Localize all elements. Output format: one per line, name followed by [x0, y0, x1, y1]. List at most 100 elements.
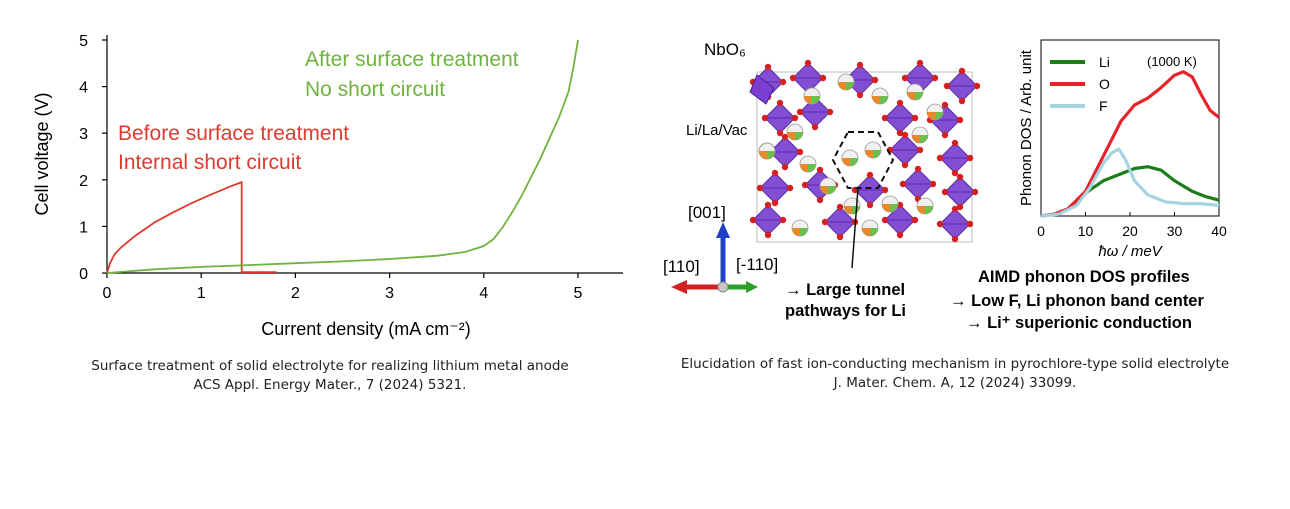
- oxygen-atom: [901, 161, 909, 169]
- oxygen-atom: [931, 74, 939, 82]
- x-tick-label: 5: [574, 285, 583, 302]
- li-la-vac-label: Li/La/Vac: [686, 122, 748, 139]
- li-occupancy-sector: [935, 112, 943, 120]
- x-tick-label: 2: [291, 285, 300, 302]
- oxygen-atom: [901, 74, 909, 82]
- legend-label-o: O: [1099, 76, 1110, 92]
- x-tick-label: 0: [103, 285, 112, 302]
- aimd-label-line2: → Low F, Li phonon band center: [950, 292, 1204, 310]
- oxygen-atom: [821, 218, 829, 226]
- oxygen-atom: [958, 97, 966, 105]
- la-occupancy-sector: [927, 112, 935, 120]
- li-occupancy-sector: [828, 186, 836, 194]
- after-treatment-series: [106, 39, 579, 274]
- after-treatment-annotation: After surface treatment: [305, 48, 519, 71]
- oxygen-atom: [956, 173, 964, 181]
- oxygen-atom: [966, 154, 974, 162]
- la-occupancy-sector: [787, 132, 795, 140]
- la-occupancy-sector: [882, 204, 890, 212]
- oxygen-atom: [911, 114, 919, 122]
- oxygen-atom: [756, 184, 764, 192]
- oxygen-atom: [791, 114, 799, 122]
- oxygen-atom: [951, 235, 959, 243]
- oxygen-atom: [958, 67, 966, 75]
- right-caption-title: Elucidation of fast ion-conducting mecha…: [680, 356, 1230, 372]
- li-occupancy-sector: [915, 92, 923, 100]
- oxygen-atom: [881, 216, 889, 224]
- x-tick-label: 20: [1122, 223, 1138, 239]
- x-axis-label: Current density (mA cm⁻²): [261, 319, 471, 339]
- oxygen-atom: [943, 82, 951, 90]
- oxygen-atom: [941, 188, 949, 196]
- y-tick-label: 3: [79, 126, 88, 143]
- oxygen-atom: [896, 201, 904, 209]
- oxygen-atom: [956, 116, 964, 124]
- oxygen-atom: [764, 201, 772, 209]
- phonon-dos-chart: 0 10 20 30 40 Li OF (1000 K) Phonon DOS / Arb…: [1018, 39, 1227, 260]
- oxygen-atom: [971, 188, 979, 196]
- oxygen-atom: [914, 165, 922, 173]
- oxygen-atom: [941, 101, 949, 109]
- oxygen-atom: [771, 169, 779, 177]
- cell-voltage-chart: 0 1 2 3 4 5 0 1 2 3 4 5 Cell voltage (V) Current de…: [32, 33, 623, 339]
- before-treatment-annotation: Before surface treatment: [118, 122, 349, 145]
- legend-label-f: F: [1099, 98, 1108, 114]
- la-legend-sector: [759, 151, 767, 159]
- la-occupancy-sector: [800, 164, 808, 172]
- oxygen-atom: [819, 74, 827, 82]
- la-occupancy-sector: [844, 206, 852, 214]
- oxygen-atom: [896, 231, 904, 239]
- y-tick-label: 5: [79, 33, 88, 50]
- x-tick-label: 40: [1211, 223, 1227, 239]
- tunnel-label-line1: → Large tunnel: [785, 281, 905, 299]
- oxygen-atom: [781, 163, 789, 171]
- oxygen-atom: [896, 129, 904, 137]
- la-occupancy-sector: [842, 158, 850, 166]
- li-occupancy-sector: [808, 164, 816, 172]
- oxygen-atom: [811, 123, 819, 131]
- oxygen-atom: [941, 131, 949, 139]
- oxygen-atom: [973, 82, 981, 90]
- y-tick-label: 1: [79, 219, 88, 236]
- x-tick-label: 1: [197, 285, 206, 302]
- oxygen-atom: [816, 166, 824, 174]
- oxygen-atom: [856, 61, 864, 69]
- axis-m110-label: [-110]: [736, 255, 778, 274]
- x-tick-label: 30: [1167, 223, 1183, 239]
- li-occupancy-sector: [870, 228, 878, 236]
- oxygen-atom: [866, 201, 874, 209]
- oxygen-atom: [749, 216, 757, 224]
- aimd-label-line3: → Li⁺ superionic conduction: [966, 314, 1192, 332]
- temperature-annotation: (1000 K): [1147, 54, 1197, 69]
- dos-series-f: [1040, 147, 1220, 218]
- tunnel-pointer-line: [851, 187, 859, 269]
- aimd-label-line1: AIMD phonon DOS profiles: [978, 268, 1190, 286]
- la-occupancy-sector: [912, 135, 920, 143]
- la-occupancy-sector: [792, 228, 800, 236]
- y-tick-label: 2: [79, 173, 88, 190]
- x-axis-label: ħω / meV: [1098, 243, 1163, 260]
- oxygen-atom: [796, 148, 804, 156]
- left-caption: Surface treatment of solid electrolyte f…: [30, 357, 630, 395]
- oxygen-atom: [936, 154, 944, 162]
- la-occupancy-sector: [907, 92, 915, 100]
- la-occupancy-sector: [917, 206, 925, 214]
- y-tick-label: 0: [79, 266, 88, 283]
- oxygen-atom: [836, 233, 844, 241]
- right-caption-reference: J. Mater. Chem. A, 12 (2024) 33099.: [833, 375, 1077, 391]
- oxygen-atom: [781, 133, 789, 141]
- left-caption-title: Surface treatment of solid electrolyte f…: [91, 358, 569, 374]
- y-axis-label: Phonon DOS / Arb. unit: [1018, 49, 1035, 206]
- axis-001-arrowhead: [716, 222, 730, 238]
- li-occupancy-sector: [890, 204, 898, 212]
- oxygen-atom: [866, 171, 874, 179]
- oxygen-atom: [764, 63, 772, 71]
- oxygen-atom: [951, 169, 959, 177]
- oxygen-atom: [929, 180, 937, 188]
- oxygen-atom: [786, 184, 794, 192]
- tunnel-label-line2: pathways for Li: [785, 302, 906, 320]
- oxygen-atom: [951, 205, 959, 213]
- oxygen-atom: [789, 74, 797, 82]
- oxygen-atom: [776, 99, 784, 107]
